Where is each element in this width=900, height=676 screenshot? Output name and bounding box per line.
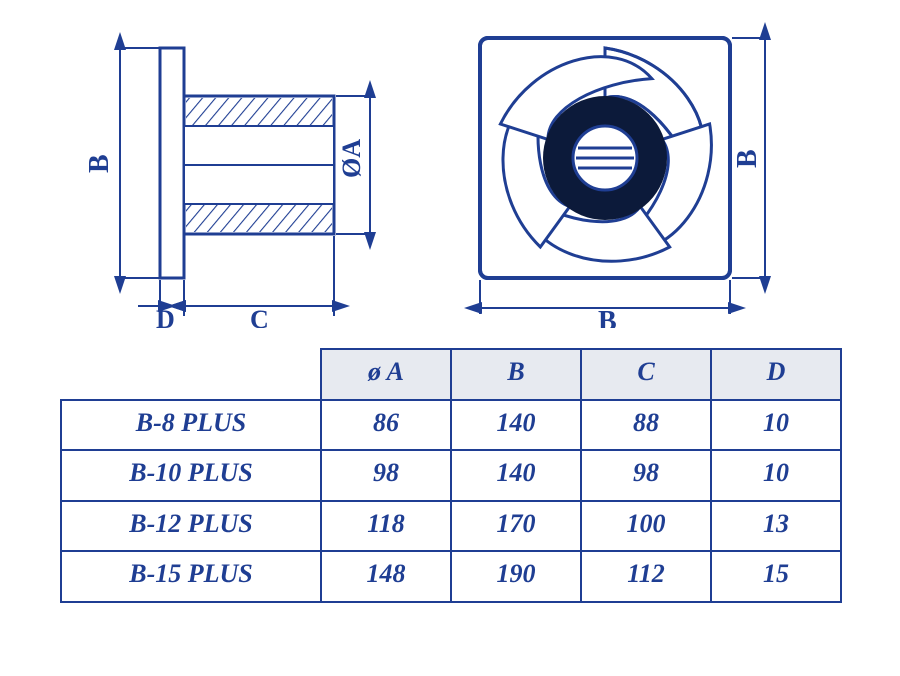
cell: 10 — [711, 400, 841, 451]
row-label: B-8 PLUS — [61, 400, 321, 451]
cell: 140 — [451, 400, 581, 451]
front-view: B B — [460, 30, 770, 328]
cell: 88 — [581, 400, 711, 451]
cell: 86 — [321, 400, 451, 451]
table-row: B-12 PLUS 118 170 100 13 — [61, 501, 841, 552]
cell: 98 — [321, 450, 451, 501]
table-header-row: ø A B C D — [61, 349, 841, 400]
table-row: B-10 PLUS 98 140 98 10 — [61, 450, 841, 501]
cell: 118 — [321, 501, 451, 552]
cell: 148 — [321, 551, 451, 602]
cell: 10 — [711, 450, 841, 501]
col-D: D — [711, 349, 841, 400]
dim-label-B-bottom: B — [598, 306, 617, 328]
table-row: B-15 PLUS 148 190 112 15 — [61, 551, 841, 602]
cell: 140 — [451, 450, 581, 501]
table-row: B-8 PLUS 86 140 88 10 — [61, 400, 841, 451]
dim-label-B-right: B — [732, 149, 763, 168]
cell: 170 — [451, 501, 581, 552]
cell: 13 — [711, 501, 841, 552]
cell: 98 — [581, 450, 711, 501]
table-corner — [61, 349, 321, 400]
dimensions-table-wrap: ø A B C D B-8 PLUS 86 140 88 10 B-10 PLU… — [60, 348, 840, 603]
dimensions-table: ø A B C D B-8 PLUS 86 140 88 10 B-10 PLU… — [60, 348, 842, 603]
page: B ØA D C — [0, 0, 900, 676]
dim-label-D: D — [156, 305, 175, 328]
technical-drawings: B ØA D C — [60, 18, 840, 328]
drawings-svg: B ØA D C — [60, 18, 840, 328]
row-label: B-15 PLUS — [61, 551, 321, 602]
dim-label-C: C — [250, 305, 269, 328]
dim-label-B: B — [84, 154, 115, 173]
side-view: B ØA D C — [84, 48, 375, 328]
col-C: C — [581, 349, 711, 400]
cell: 190 — [451, 551, 581, 602]
col-A: ø A — [321, 349, 451, 400]
row-label: B-10 PLUS — [61, 450, 321, 501]
dim-label-A: ØA — [337, 139, 366, 178]
cell: 100 — [581, 501, 711, 552]
col-B: B — [451, 349, 581, 400]
row-label: B-12 PLUS — [61, 501, 321, 552]
cell: 15 — [711, 551, 841, 602]
cell: 112 — [581, 551, 711, 602]
